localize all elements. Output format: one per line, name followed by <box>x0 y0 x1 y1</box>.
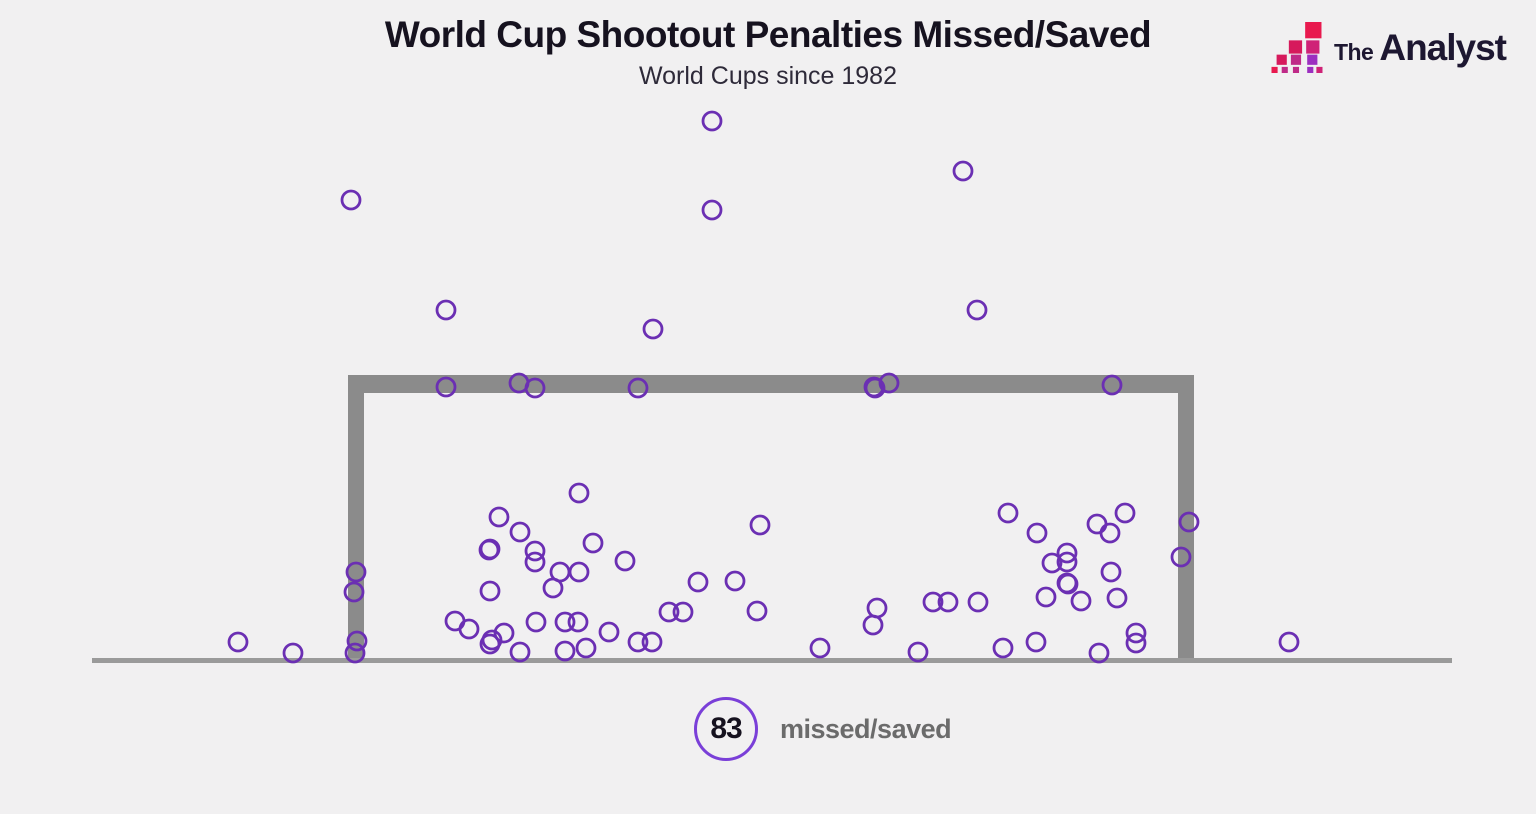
penalty-point <box>864 377 886 399</box>
penalty-point <box>672 601 694 623</box>
penalty-point <box>1026 522 1048 544</box>
penalty-point <box>344 642 366 664</box>
penalty-point <box>1056 551 1078 573</box>
penalty-point <box>493 622 515 644</box>
penalty-point <box>1099 522 1121 544</box>
penalty-point <box>1025 631 1047 653</box>
penalty-point <box>1041 552 1063 574</box>
penalty-point <box>575 637 597 659</box>
penalty-point <box>509 521 531 543</box>
penalty-point <box>568 482 590 504</box>
penalty-point <box>1125 622 1147 644</box>
penalty-point <box>509 641 531 663</box>
penalty-point <box>524 377 546 399</box>
penalty-point <box>1125 632 1147 654</box>
penalty-point <box>641 631 663 653</box>
goal-line <box>92 658 1452 663</box>
penalty-point <box>1056 542 1078 564</box>
logo-text: The Analyst <box>1333 26 1507 69</box>
penalty-point <box>435 376 457 398</box>
penalty-point <box>687 571 709 593</box>
penalty-point <box>435 299 457 321</box>
penalty-point <box>567 611 589 633</box>
crossbar <box>348 375 1194 393</box>
goal-frame <box>348 375 1194 658</box>
penalty-point <box>724 570 746 592</box>
penalty-point <box>479 580 501 602</box>
penalty-point <box>345 561 367 583</box>
penalty-point <box>340 189 362 211</box>
penalty-points <box>227 110 1300 664</box>
penalty-point <box>614 550 636 572</box>
penalty-point <box>627 377 649 399</box>
penalty-point <box>554 640 576 662</box>
penalty-point <box>1278 631 1300 653</box>
penalty-point <box>524 551 546 573</box>
penalty-point <box>966 299 988 321</box>
penalty-point <box>952 160 974 182</box>
penalty-point <box>642 318 664 340</box>
penalty-point <box>1178 511 1200 533</box>
penalty-point <box>458 618 480 640</box>
ground-line <box>92 658 1452 663</box>
penalty-point <box>658 601 680 623</box>
count-badge: 83 <box>694 697 758 761</box>
penalty-point <box>1100 561 1122 583</box>
penalty-point <box>1035 586 1057 608</box>
penalty-point <box>582 532 604 554</box>
penalty-point <box>907 641 929 663</box>
penalty-point <box>1106 587 1128 609</box>
penalty-point <box>568 561 590 583</box>
penalty-point <box>1057 573 1079 595</box>
penalty-point <box>701 110 723 132</box>
penalty-point <box>1070 590 1092 612</box>
penalty-point <box>746 600 768 622</box>
penalty-point <box>749 514 771 536</box>
penalty-point <box>554 611 576 633</box>
penalty-point <box>524 540 546 562</box>
analyst-stairs-icon <box>1271 22 1323 73</box>
left-post <box>348 375 364 658</box>
logo-name: Analyst <box>1379 26 1507 68</box>
count-badge-value: 83 <box>710 712 742 745</box>
penalty-point <box>997 502 1019 524</box>
penalty-point <box>598 621 620 643</box>
penalty-point <box>343 581 365 603</box>
penalty-point <box>878 372 900 394</box>
penalty-point <box>525 611 547 633</box>
penalty-point <box>937 591 959 613</box>
penalty-point <box>542 577 564 599</box>
penalty-point <box>1101 374 1123 396</box>
penalty-point <box>282 642 304 664</box>
legend: 83 missed/saved <box>694 697 952 761</box>
penalty-point <box>1088 642 1110 664</box>
penalty-point <box>346 630 368 652</box>
brand-logo: The Analyst <box>1271 22 1507 73</box>
penalty-point <box>1114 502 1136 524</box>
penalty-point <box>992 637 1014 659</box>
penalty-point <box>488 506 510 528</box>
penalty-point <box>479 633 501 655</box>
penalty-point <box>227 631 249 653</box>
logo-the: The <box>1333 38 1374 65</box>
penalty-point <box>866 597 888 619</box>
penalty-point <box>967 591 989 613</box>
penalty-point <box>701 199 723 221</box>
legend-label: missed/saved <box>780 713 952 744</box>
penalty-point <box>862 614 884 636</box>
penalty-point <box>1170 546 1192 568</box>
right-post <box>1178 375 1194 658</box>
penalty-point <box>809 637 831 659</box>
penalty-point <box>1086 513 1108 535</box>
penalty-point <box>627 631 649 653</box>
penalty-point <box>922 591 944 613</box>
penalty-point <box>479 538 501 560</box>
